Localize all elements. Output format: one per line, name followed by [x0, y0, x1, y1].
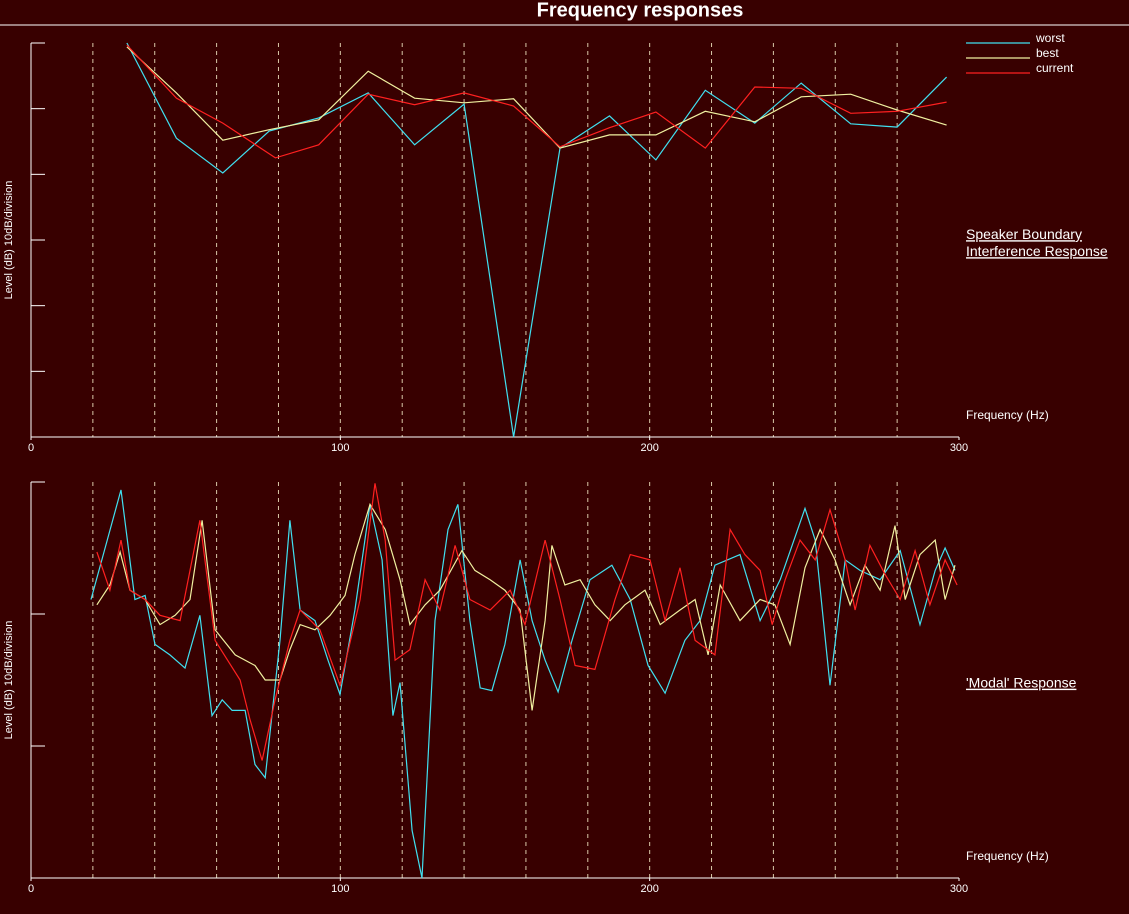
annotation: Interference Response	[966, 243, 1108, 259]
series-line	[126, 46, 947, 149]
x-tick-label: 100	[331, 883, 349, 895]
annotation: Speaker Boundary	[966, 226, 1082, 242]
legend-label: worst	[1035, 31, 1065, 45]
x-tick-label: 300	[950, 442, 968, 454]
series-line	[96, 483, 958, 761]
legend-label: best	[1036, 46, 1059, 60]
x-tick-label: 300	[950, 883, 968, 895]
series-line	[126, 42, 948, 438]
y-axis-label: Level (dB) 10dB/division	[3, 181, 15, 300]
series-line	[90, 489, 956, 879]
page-title: Frequency responses	[537, 0, 744, 21]
x-tick-label: 200	[640, 442, 658, 454]
x-tick-label: 0	[28, 442, 34, 454]
legend-label: current	[1036, 61, 1074, 75]
series-line	[126, 44, 947, 159]
x-tick-label: 0	[28, 883, 34, 895]
series-line	[96, 502, 956, 711]
annotation: 'Modal' Response	[966, 675, 1077, 691]
x-axis-label: Frequency (Hz)	[966, 849, 1049, 863]
x-tick-label: 100	[331, 442, 349, 454]
x-axis-label: Frequency (Hz)	[966, 408, 1049, 422]
y-axis-label: Level (dB) 10dB/division	[3, 621, 15, 740]
x-tick-label: 200	[640, 883, 658, 895]
